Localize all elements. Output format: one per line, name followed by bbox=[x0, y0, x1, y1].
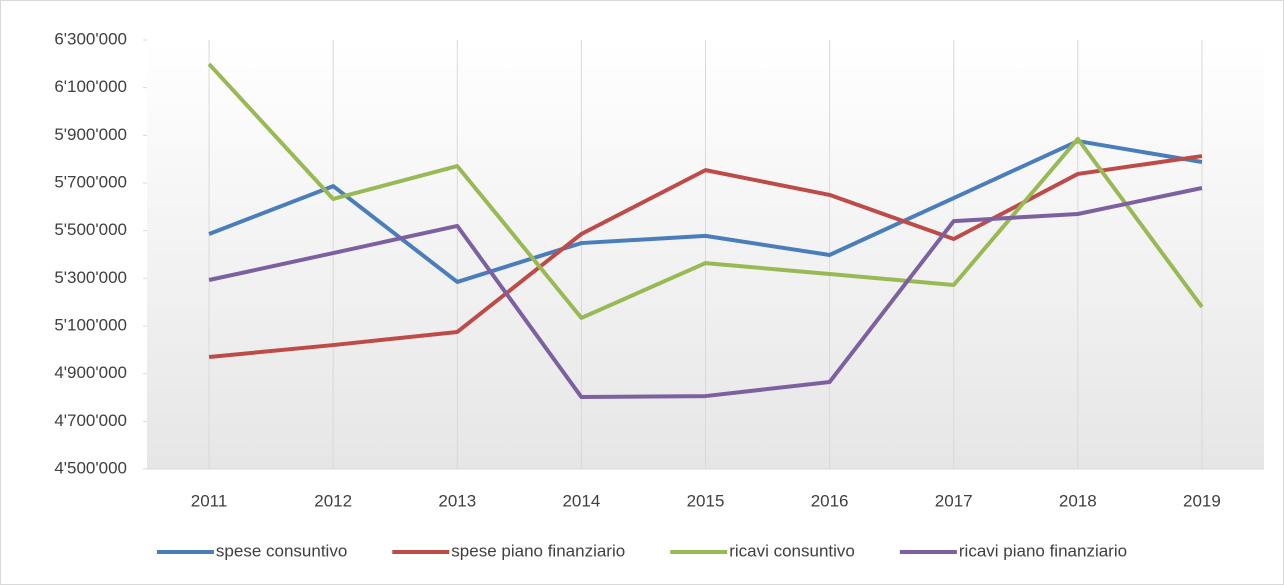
y-tick-label: 5'500'000 bbox=[54, 220, 127, 239]
y-tick-label: 4'700'000 bbox=[54, 411, 127, 430]
x-tick-label: 2018 bbox=[1059, 491, 1097, 510]
legend-label: spese consuntivo bbox=[216, 541, 347, 560]
y-tick-label: 5'900'000 bbox=[54, 125, 127, 144]
legend-label: spese piano finanziario bbox=[451, 541, 625, 560]
y-tick-label: 5'700'000 bbox=[54, 172, 127, 191]
legend-label: ricavi consuntivo bbox=[729, 541, 855, 560]
x-tick-label: 2013 bbox=[438, 491, 476, 510]
series-line bbox=[207, 62, 1204, 320]
x-tick-label: 2011 bbox=[191, 491, 228, 510]
y-tick-label: 5'300'000 bbox=[54, 268, 127, 287]
x-tick-label: 2014 bbox=[562, 491, 600, 510]
x-tick-label: 2017 bbox=[935, 491, 973, 510]
y-tick-label: 6'300'000 bbox=[54, 29, 127, 48]
x-tick-label: 2019 bbox=[1183, 491, 1221, 510]
y-tick-label: 5'100'000 bbox=[54, 315, 127, 334]
series-line bbox=[208, 186, 1203, 400]
y-tick-label: 4'900'000 bbox=[54, 363, 127, 382]
series-line bbox=[208, 139, 1203, 284]
x-tick-label: 2012 bbox=[314, 491, 352, 510]
legend-label: ricavi piano finanziario bbox=[959, 541, 1127, 560]
x-tick-label: 2016 bbox=[811, 491, 849, 510]
x-tick-label: 2015 bbox=[687, 491, 725, 510]
y-tick-label: 6'100'000 bbox=[54, 77, 127, 96]
series-line bbox=[208, 154, 1203, 359]
y-tick-label: 4'500'000 bbox=[54, 458, 127, 477]
